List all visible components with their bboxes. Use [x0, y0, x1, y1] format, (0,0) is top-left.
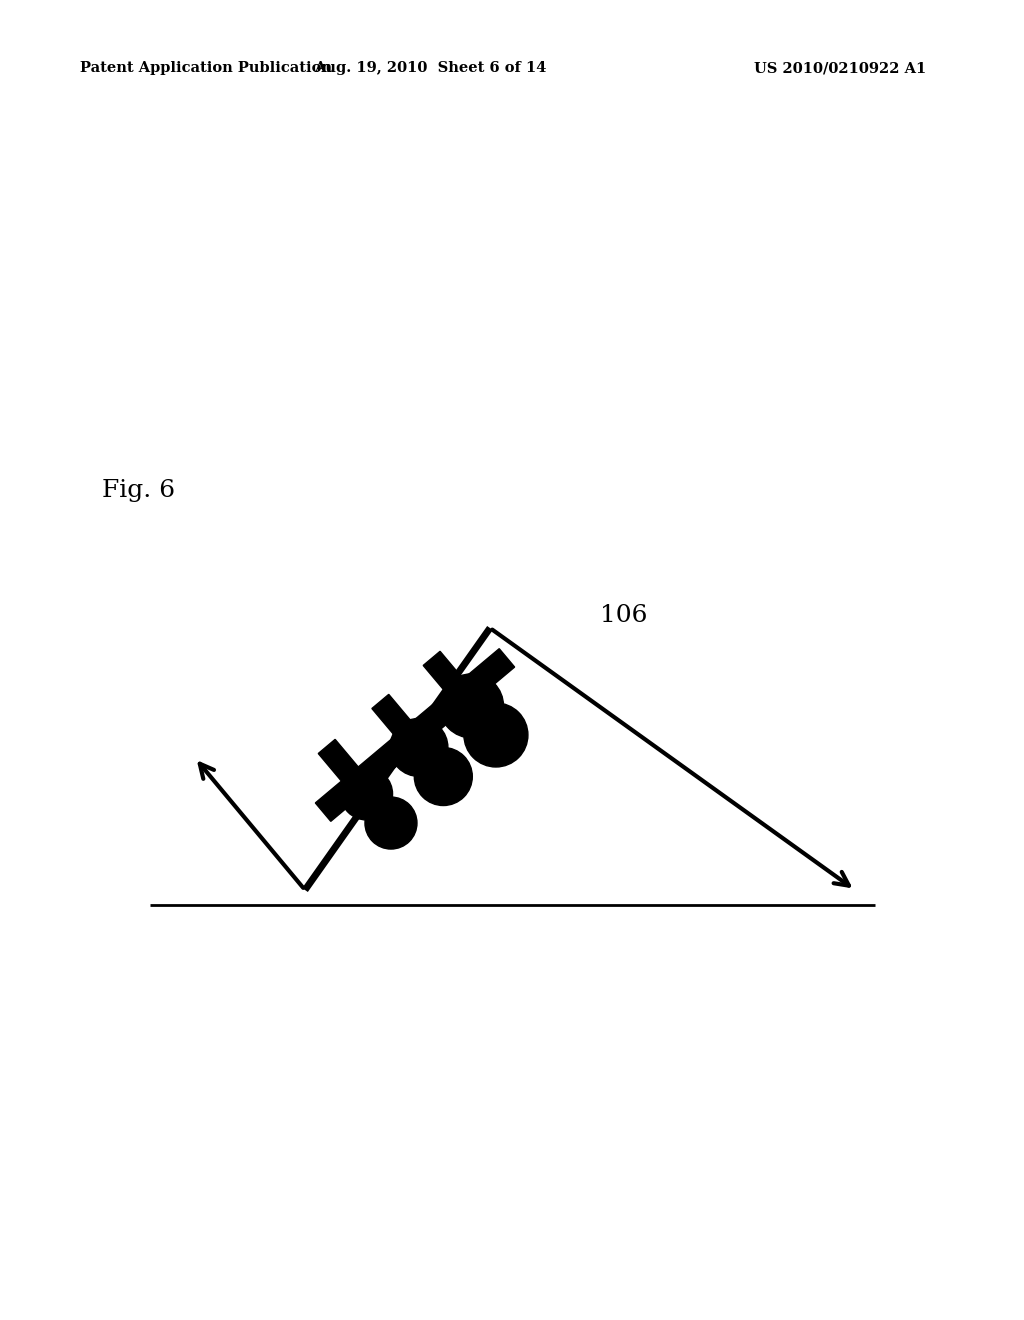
Text: Patent Application Publication: Patent Application Publication: [80, 61, 332, 75]
Ellipse shape: [390, 718, 447, 776]
Text: US 2010/0210922 A1: US 2010/0210922 A1: [754, 61, 926, 75]
Ellipse shape: [341, 768, 392, 820]
Ellipse shape: [439, 675, 504, 738]
Polygon shape: [423, 651, 502, 739]
Polygon shape: [372, 694, 451, 781]
Polygon shape: [315, 648, 515, 821]
Polygon shape: [318, 739, 397, 828]
Text: Aug. 19, 2010  Sheet 6 of 14: Aug. 19, 2010 Sheet 6 of 14: [313, 61, 546, 75]
Text: 106: 106: [600, 603, 647, 627]
Text: Fig. 6: Fig. 6: [102, 479, 175, 502]
Ellipse shape: [415, 747, 472, 805]
Ellipse shape: [464, 704, 528, 767]
Ellipse shape: [365, 797, 417, 849]
